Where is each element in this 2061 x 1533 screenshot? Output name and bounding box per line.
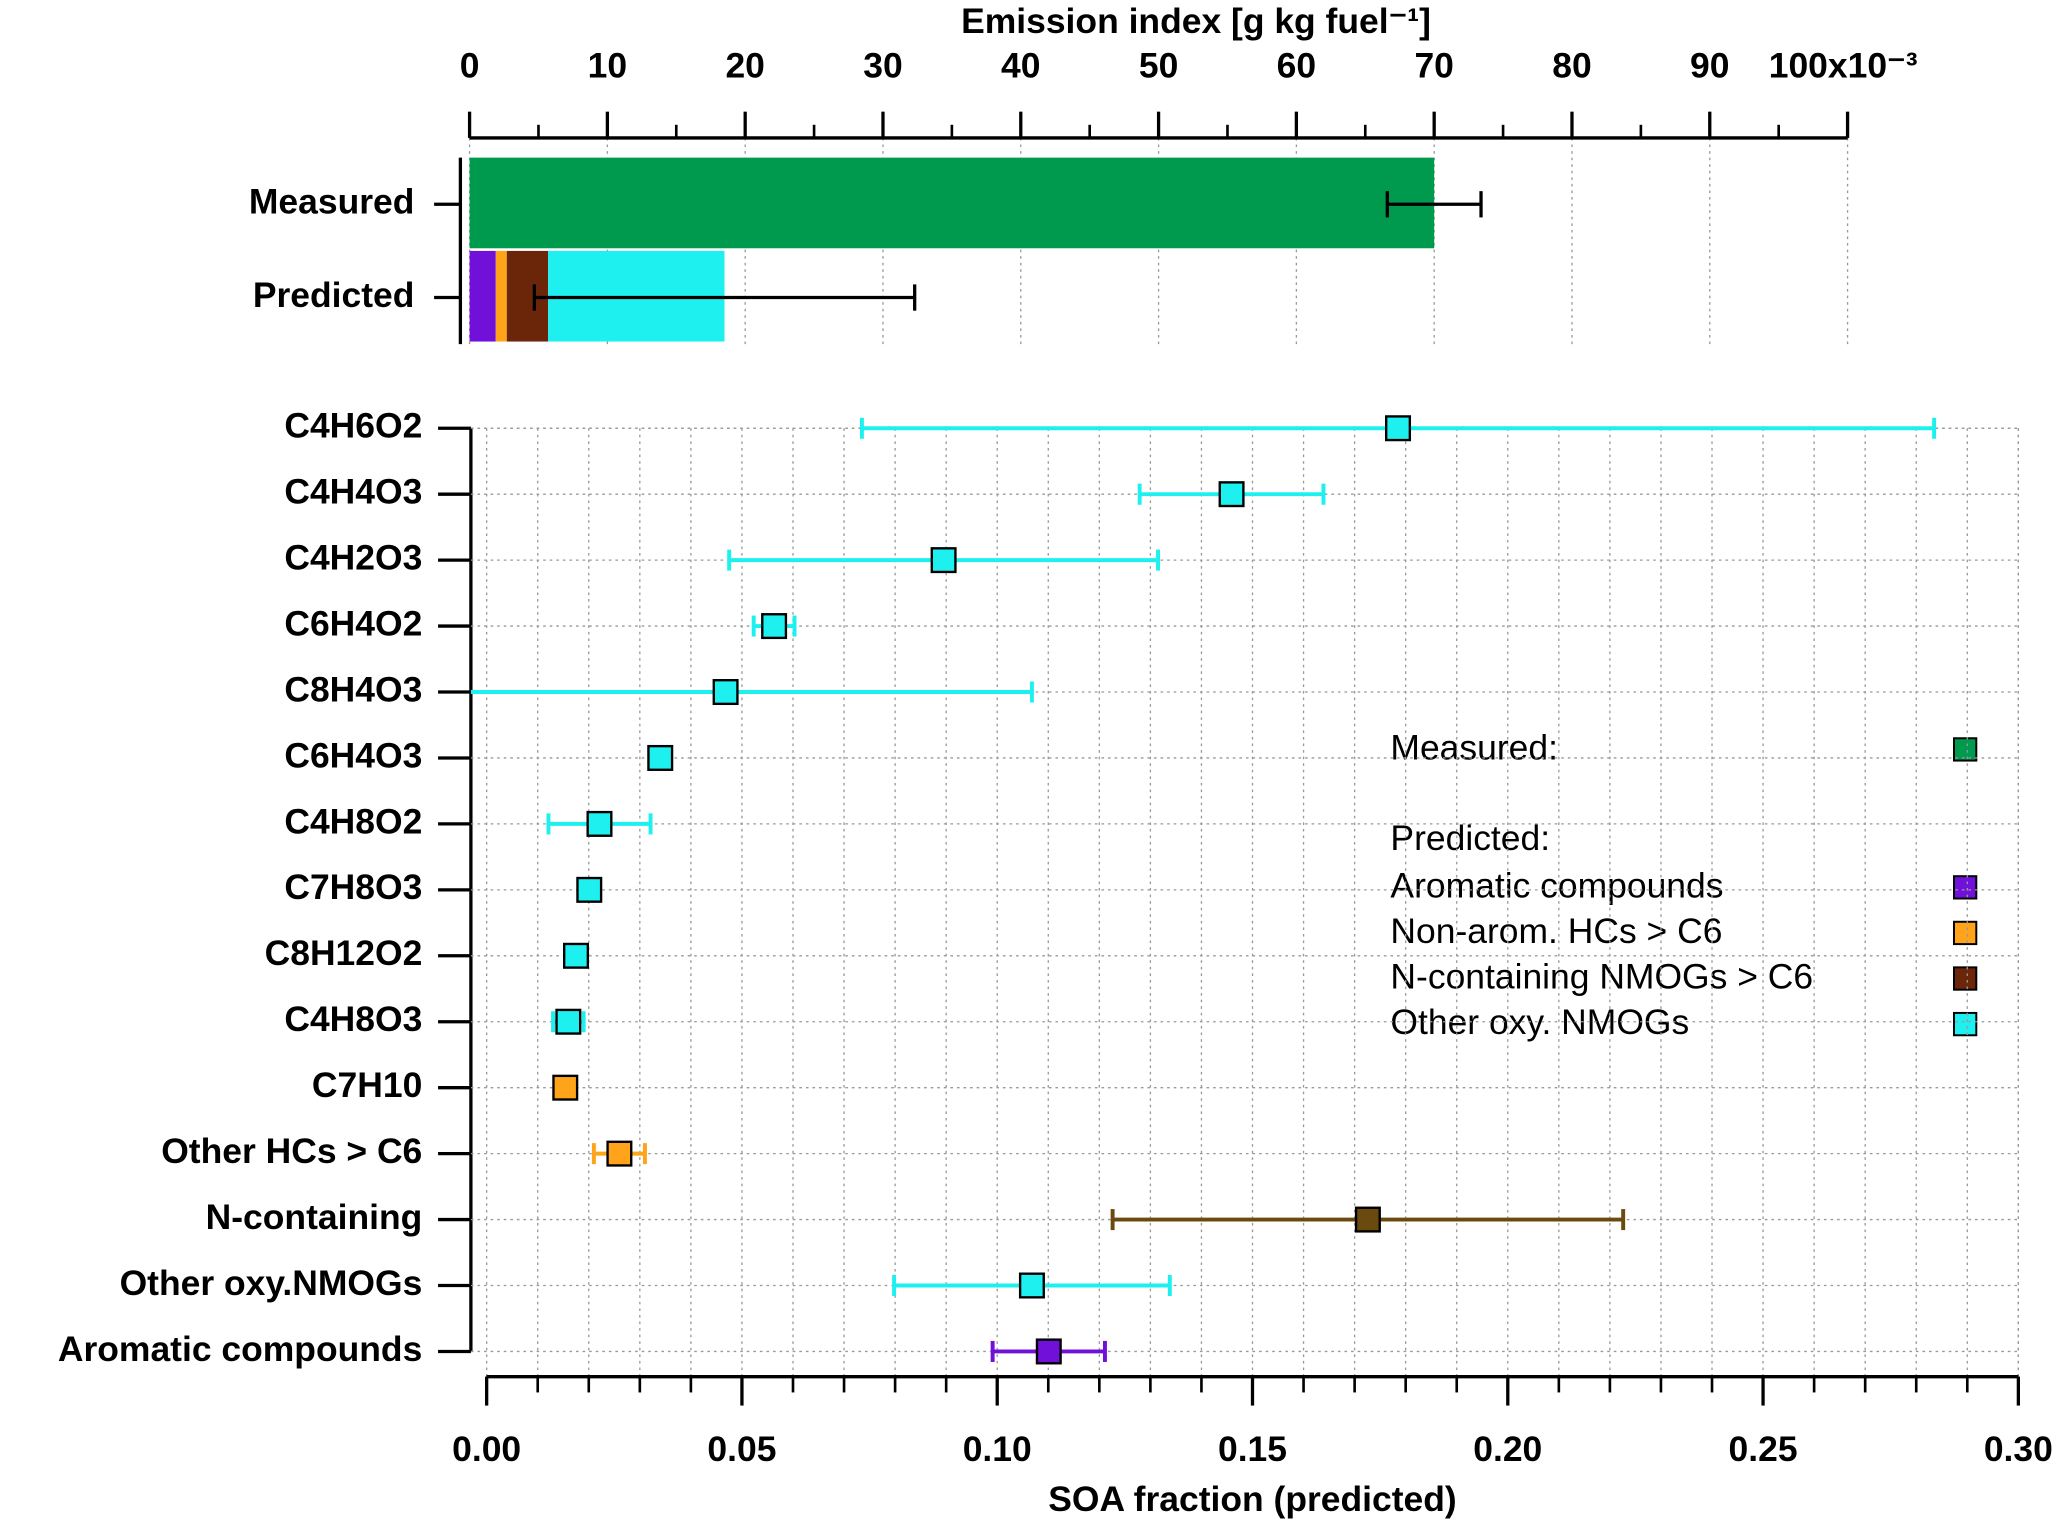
x-tick-label: 0 <box>460 46 480 86</box>
point <box>606 1140 633 1167</box>
y-tick-label: Aromatic compounds <box>58 1329 422 1369</box>
point <box>1385 415 1412 442</box>
x-tick-label: 0.10 <box>963 1429 1032 1469</box>
x-tick-label: 10 <box>588 46 627 86</box>
bar-segment <box>495 250 507 342</box>
y-tick-label: C6H4O2 <box>284 603 422 643</box>
x-tick-label: 40 <box>1001 46 1040 86</box>
x-tick-label: 100x10⁻³ <box>1769 46 1918 86</box>
point <box>552 1074 579 1101</box>
x-tick-label: 0.05 <box>707 1429 776 1469</box>
point <box>1354 1206 1381 1233</box>
bottom-axis-title: SOA fraction (predicted) <box>1048 1479 1456 1519</box>
point <box>555 1008 582 1035</box>
point <box>1018 1272 1045 1299</box>
x-tick-label: 0.15 <box>1218 1429 1287 1469</box>
point <box>586 810 613 837</box>
x-tick-label: 60 <box>1277 46 1316 86</box>
point <box>712 679 739 706</box>
y-tick-label: C8H4O3 <box>284 669 422 709</box>
legend-swatch <box>1952 1011 1978 1037</box>
legend-label: Other oxy. NMOGs <box>1390 1002 1689 1042</box>
legend-swatch <box>1952 737 1978 762</box>
legend-swatch <box>1952 875 1978 900</box>
bar-segment <box>469 157 1435 249</box>
y-tick-label: C4H8O3 <box>284 999 422 1039</box>
y-tick-label: C4H6O2 <box>284 406 422 446</box>
x-tick-label: 20 <box>725 46 764 86</box>
y-tick-label: C8H12O2 <box>265 933 423 973</box>
y-tick-label: Predicted <box>253 275 415 315</box>
x-tick-label: 70 <box>1414 46 1453 86</box>
legend-label: Aromatic compounds <box>1390 865 1723 905</box>
x-tick-label: 0.20 <box>1473 1429 1542 1469</box>
plot-area <box>470 415 2019 1365</box>
y-tick-label: C4H2O3 <box>284 537 422 577</box>
x-tick-label: 50 <box>1139 46 1178 86</box>
point <box>1218 481 1245 508</box>
y-tick-label: C4H4O3 <box>284 472 422 512</box>
x-tick-label: 90 <box>1690 46 1729 86</box>
y-tick-label: Measured <box>249 182 415 222</box>
y-tick-label: N-containing <box>206 1197 423 1237</box>
top-axis-title: Emission index [g kg fuel⁻¹] <box>961 1 1431 41</box>
x-tick-label: 30 <box>863 46 902 86</box>
y-tick-label: C6H4O3 <box>284 735 422 775</box>
y-tick-label: C7H10 <box>312 1065 422 1105</box>
legend-label: Measured: <box>1390 727 1558 767</box>
x-tick-label: 0.25 <box>1729 1429 1798 1469</box>
y-tick-label: C7H8O3 <box>284 867 422 907</box>
x-tick-label: 0.30 <box>1984 1429 2053 1469</box>
point <box>647 744 674 771</box>
y-tick-label: C4H8O2 <box>284 801 422 841</box>
legend-label: N-containing NMOGs > C6 <box>1390 957 1813 997</box>
point <box>761 613 788 640</box>
legend-label: Non-arom. HCs > C6 <box>1390 911 1722 951</box>
point <box>563 942 590 969</box>
legend-header: Predicted: <box>1390 818 1550 858</box>
legend-swatch <box>1952 966 1978 991</box>
y-tick-label: Other HCs > C6 <box>161 1131 422 1171</box>
x-tick-label: 80 <box>1552 46 1591 86</box>
error-bar <box>1385 191 1483 218</box>
point <box>1035 1338 1062 1365</box>
x-tick-label: 0.00 <box>452 1429 521 1469</box>
point <box>576 876 603 903</box>
bar-segment <box>469 250 496 342</box>
error-bar <box>532 284 917 311</box>
y-tick-label: Other oxy.NMOGs <box>120 1263 423 1303</box>
legend-swatch <box>1952 920 1978 946</box>
point <box>930 547 957 574</box>
